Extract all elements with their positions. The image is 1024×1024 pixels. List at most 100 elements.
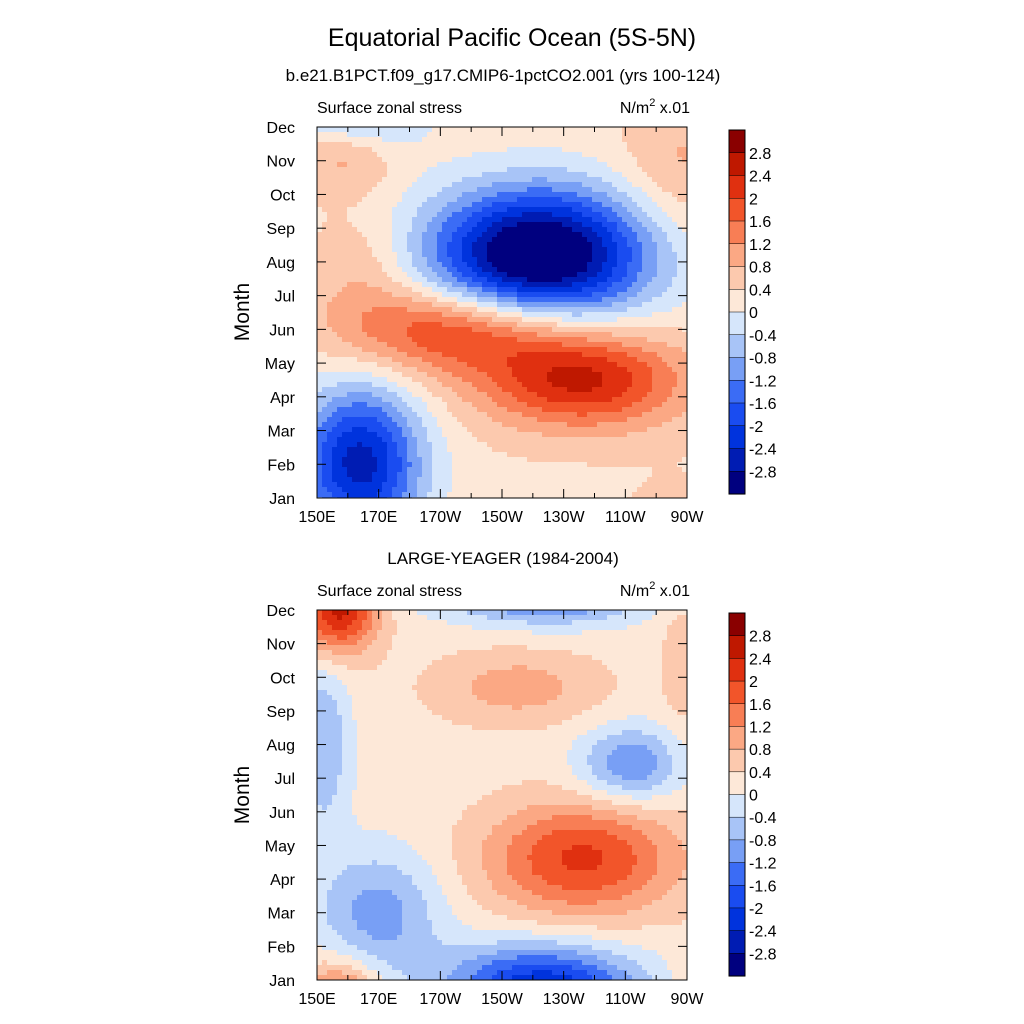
- contour-cell: [547, 422, 553, 428]
- contour-cell: [587, 312, 593, 318]
- contour-cell: [632, 357, 638, 363]
- contour-cell: [652, 362, 658, 368]
- contour-cell: [387, 342, 393, 348]
- contour-cell: [647, 412, 653, 418]
- contour-cell: [507, 167, 513, 173]
- contour-cell: [622, 212, 628, 218]
- contour-cell: [507, 292, 513, 298]
- contour-cell: [552, 317, 558, 323]
- contour-cell: [527, 302, 533, 308]
- contour-cell: [492, 357, 498, 363]
- contour-cell: [437, 277, 443, 283]
- contour-cell: [512, 222, 518, 228]
- contour-cell: [442, 402, 448, 408]
- contour-cell: [567, 142, 573, 148]
- contour-cell: [487, 247, 493, 253]
- contour-cell: [667, 187, 673, 193]
- contour-cell: [547, 167, 553, 173]
- contour-cell: [652, 337, 658, 343]
- contour-cell: [562, 297, 568, 303]
- contour-cell: [467, 162, 473, 168]
- contour-cell: [512, 242, 518, 248]
- contour-cell: [327, 172, 333, 178]
- contour-cell: [642, 207, 648, 213]
- contour-cell: [382, 362, 388, 368]
- contour-cell: [572, 432, 578, 438]
- contour-cell: [337, 157, 343, 163]
- contour-cell: [587, 447, 593, 453]
- contour-cell: [467, 412, 473, 418]
- contour-cell: [432, 257, 438, 263]
- contour-cell: [417, 212, 423, 218]
- contour-cell: [637, 447, 643, 453]
- contour-cell: [372, 347, 378, 353]
- contour-cell: [382, 217, 388, 223]
- contour-cell: [482, 352, 488, 358]
- contour-cell: [372, 372, 378, 378]
- contour-cell: [382, 337, 388, 343]
- contour-cell: [332, 317, 338, 323]
- contour-cell: [642, 432, 648, 438]
- contour-cell: [587, 162, 593, 168]
- contour-cell: [362, 172, 368, 178]
- contour-cell: [392, 447, 398, 453]
- contour-cell: [462, 392, 468, 398]
- contour-cell: [532, 257, 538, 263]
- contour-cell: [682, 287, 688, 293]
- contour-cell: [507, 257, 513, 263]
- contour-cell: [357, 172, 363, 178]
- contour-cell: [617, 212, 623, 218]
- contour-cell: [432, 167, 438, 173]
- contour-cell: [612, 367, 618, 373]
- contour-cell: [502, 372, 508, 378]
- contour-cell: [362, 132, 368, 138]
- contour-cell: [637, 437, 643, 443]
- contour-cell: [417, 422, 423, 428]
- contour-cell: [527, 202, 533, 208]
- contour-cell: [317, 422, 323, 428]
- contour-cell: [667, 457, 673, 463]
- contour-cell: [387, 222, 393, 228]
- contour-cell: [417, 137, 423, 143]
- contour-cell: [337, 287, 343, 293]
- contour-cell: [582, 227, 588, 233]
- contour-cell: [582, 142, 588, 148]
- contour-cell: [647, 217, 653, 223]
- contour-cell: [597, 402, 603, 408]
- contour-cell: [442, 307, 448, 313]
- contour-cell: [622, 267, 628, 273]
- contour-cell: [367, 332, 373, 338]
- contour-cell: [682, 322, 688, 328]
- contour-cell: [447, 267, 453, 273]
- contour-cell: [542, 197, 548, 203]
- contour-cell: [372, 377, 378, 383]
- contour-cell: [387, 372, 393, 378]
- contour-cell: [472, 182, 478, 188]
- contour-cell: [607, 347, 613, 353]
- contour-cell: [402, 267, 408, 273]
- contour-cell: [387, 167, 393, 173]
- contour-cell: [667, 412, 673, 418]
- contour-cell: [547, 382, 553, 388]
- contour-cell: [347, 282, 353, 288]
- contour-cell: [502, 272, 508, 278]
- contour-cell: [457, 202, 463, 208]
- contour-cell: [667, 317, 673, 323]
- contour-cell: [507, 332, 513, 338]
- contour-cell: [367, 322, 373, 328]
- contour-cell: [412, 432, 418, 438]
- contour-cell: [682, 277, 688, 283]
- contour-cell: [437, 217, 443, 223]
- contour-cell: [452, 357, 458, 363]
- contour-cell: [612, 302, 618, 308]
- contour-cell: [322, 317, 328, 323]
- contour-cell: [547, 187, 553, 193]
- contour-cell: [627, 222, 633, 228]
- contour-cell: [347, 287, 353, 293]
- contour-cell: [607, 332, 613, 338]
- contour-cell: [607, 127, 613, 133]
- contour-cell: [662, 407, 668, 413]
- contour-cell: [492, 147, 498, 153]
- contour-cell: [327, 422, 333, 428]
- contour-cell: [512, 322, 518, 328]
